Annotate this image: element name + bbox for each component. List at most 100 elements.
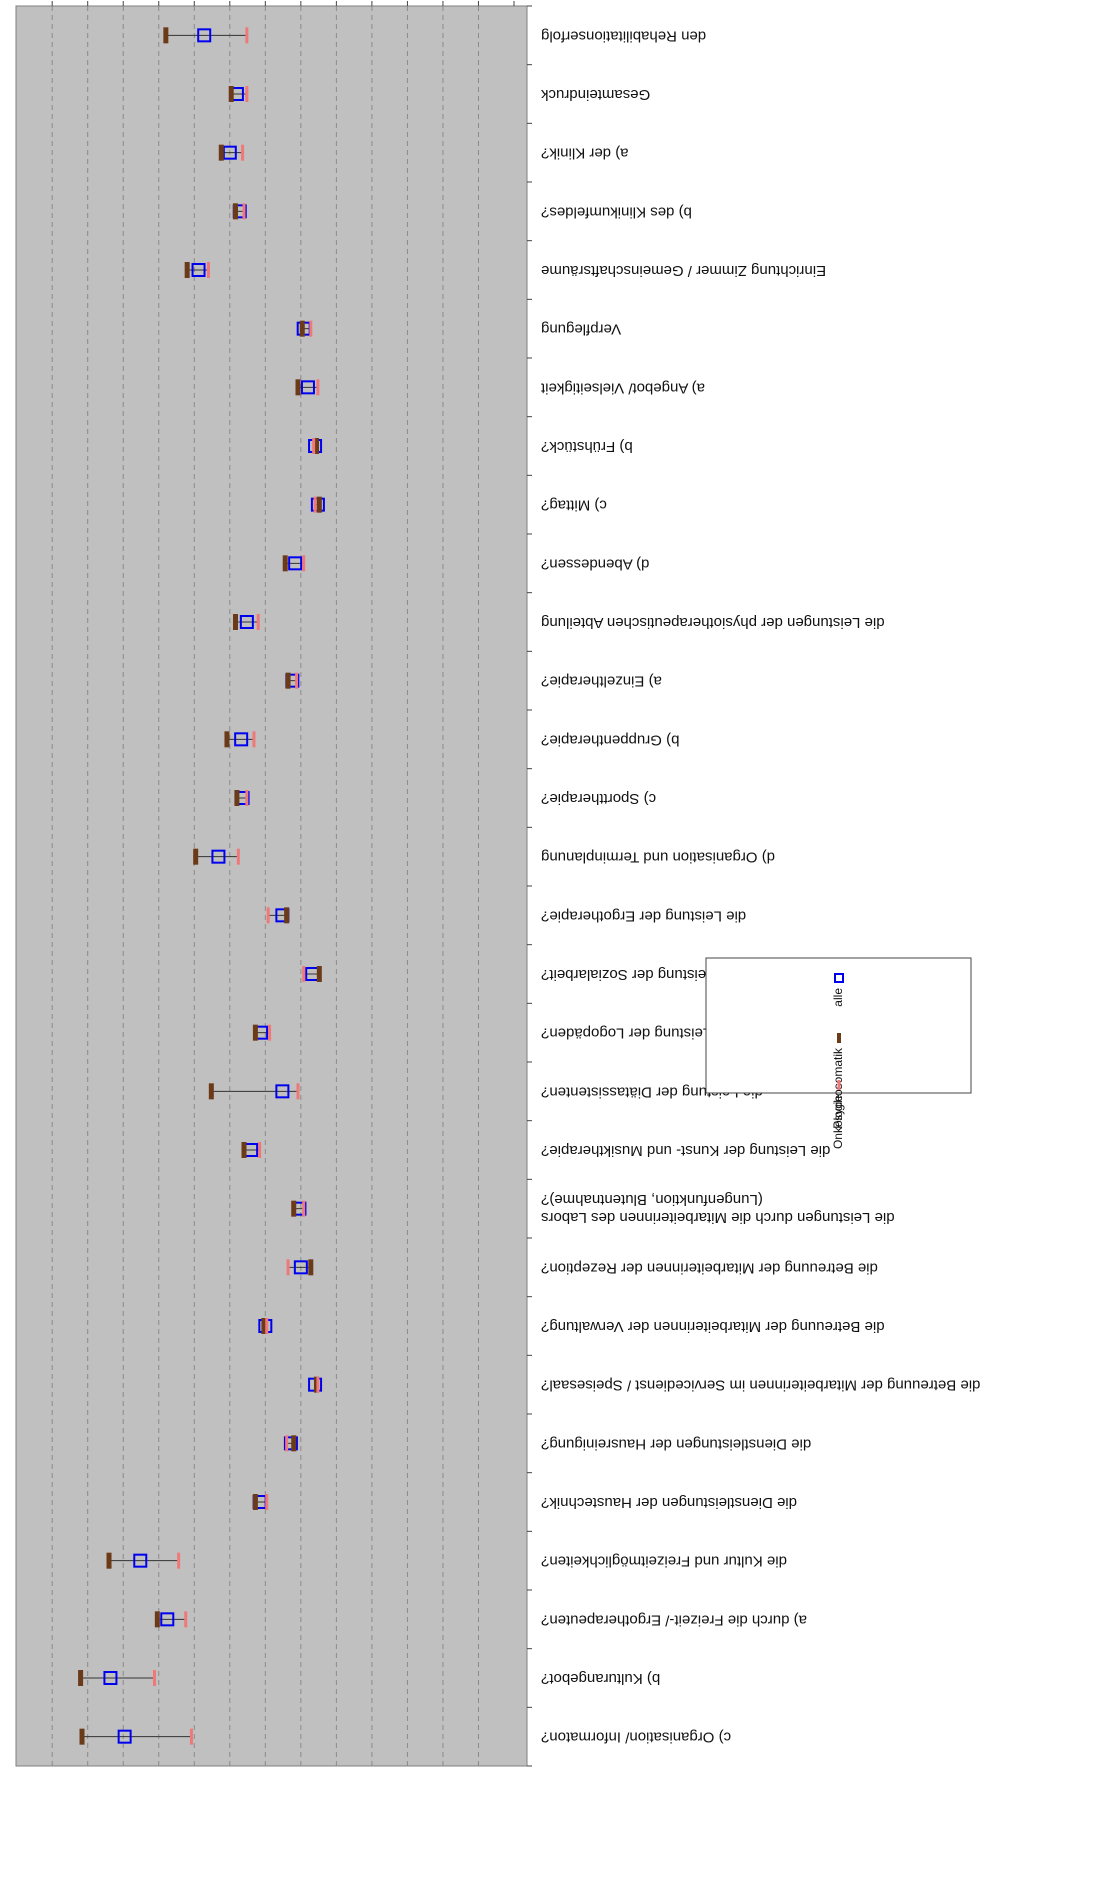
category-label: die Betreuung der Mitarbeiterinnen der R… — [541, 1259, 878, 1276]
category-label: den Rehabilitationserfolg — [541, 27, 706, 44]
point-alle — [283, 1436, 298, 1451]
point-psychosomatik — [308, 1259, 314, 1276]
legend: allePsychosomatikOnkologie — [705, 957, 972, 1149]
point-onkologie — [152, 1670, 156, 1686]
point-onkologie — [236, 848, 240, 865]
legend-marker — [837, 1033, 841, 1043]
point-alle — [160, 1612, 175, 1627]
point-psychosomatik — [252, 1024, 258, 1041]
point-alle — [288, 556, 303, 571]
category-label: die Betreuung der Mitarbeiterinnen der V… — [541, 1318, 885, 1335]
point-onkologie — [285, 1435, 289, 1452]
category-label: die Kultur und Freizeitmöglichkeiten? — [541, 1553, 787, 1570]
category-label: c) Organisation/ Informaton? — [541, 1729, 731, 1746]
point-psychosomatik — [252, 1494, 258, 1510]
category-axis-ticks — [527, 5, 532, 1767]
value-axis-ticks: 3,253,002,752,502,252,001,751,501,251,00… — [51, 1, 515, 6]
point-onkologie — [245, 86, 249, 102]
point-onkologie — [241, 144, 245, 161]
point-psychosomatik — [224, 731, 230, 748]
category-label: die Leistung der Kunst- und Musiktherapi… — [541, 1142, 830, 1159]
point-psychosomatik — [234, 790, 240, 806]
point-onkologie — [252, 731, 256, 748]
point-psychosomatik — [285, 672, 291, 689]
category-label: Einrichtung Zimmer / Gemeinschaftsräume — [541, 262, 826, 279]
point-alle — [211, 849, 226, 864]
category-labels: den Rehabilitationserfolg Gesamteindruck a… — [540, 27, 980, 1745]
category-label: d) Abendessen? — [541, 555, 649, 572]
category-label: b) Kulturangebot? — [541, 1670, 660, 1687]
point-psychosomatik — [106, 1552, 112, 1569]
point-onkologie — [265, 1318, 269, 1334]
category-label: b) Gruppentherapie? — [541, 731, 679, 748]
point-psychosomatik — [291, 1200, 297, 1217]
category-label: a) durch die Freizeit-/ Ergotherapeuten? — [541, 1611, 807, 1628]
point-alle — [197, 28, 212, 43]
point-alle — [103, 1671, 118, 1685]
point-onkologie — [316, 1376, 320, 1393]
point-onkologie — [313, 496, 317, 513]
category-label: die Leistungen durch die Mitarbeiterinne… — [541, 1191, 895, 1226]
point-psychosomatik — [291, 1435, 297, 1452]
point-alle — [300, 380, 315, 395]
point-psychosomatik — [284, 907, 290, 924]
category-label: c) Mittag? — [541, 497, 607, 514]
point-alle — [275, 1084, 290, 1099]
point-onkologie — [296, 1083, 300, 1100]
plot-area-background — [15, 5, 528, 1767]
category-label: die Betreuung der Mitarbeiterinnen im Se… — [541, 1377, 980, 1394]
point-onkologie — [245, 790, 249, 806]
category-label: Gesamteindruck — [541, 86, 651, 103]
point-psychosomatik — [316, 966, 322, 982]
category-label: die Leistung der Sozialarbeit? — [541, 966, 739, 983]
category-label: a) Angebot/ Vielseitigkeit — [540, 379, 705, 396]
point-onkologie — [295, 672, 299, 689]
category-label: die Leistung der Ergotherapie? — [541, 907, 746, 924]
point-psychosomatik — [299, 320, 305, 337]
point-onkologie — [256, 614, 260, 630]
point-psychosomatik — [184, 262, 190, 278]
point-onkologie — [268, 1024, 272, 1041]
point-psychosomatik — [208, 1083, 214, 1100]
point-onkologie — [265, 1494, 269, 1510]
legend-marker — [837, 1080, 841, 1090]
point-psychosomatik — [218, 144, 224, 161]
point-psychosomatik — [295, 379, 301, 396]
point-alle — [117, 1729, 132, 1744]
category-label: d) Organisation und Terminplanung — [541, 849, 775, 866]
point-onkologie — [316, 379, 320, 396]
point-psychosomatik — [228, 86, 234, 102]
point-onkologie — [177, 1552, 181, 1569]
category-label: die Dienstleistungen der Haustechnik? — [541, 1494, 797, 1511]
point-psychosomatik — [316, 496, 322, 513]
point-onkologie — [286, 1259, 290, 1276]
point-psychosomatik — [232, 203, 238, 220]
category-label: b) des Klinikumfeldes? — [541, 203, 692, 220]
legend-box — [705, 957, 972, 1094]
point-alle — [133, 1553, 148, 1568]
category-label: die Dienstleistungen der Hausreinigung? — [541, 1435, 811, 1452]
point-psychosomatik — [232, 614, 238, 630]
point-onkologie — [266, 907, 270, 924]
category-label: b) Frühstück? — [541, 438, 633, 455]
point-psychosomatik — [241, 1142, 247, 1158]
category-label: dieLeistung der Logopäden? — [541, 1025, 731, 1042]
category-label: a) Einzeltherapie? — [541, 673, 662, 690]
point-psychosomatik — [261, 1318, 267, 1334]
point-onkologie — [184, 1611, 188, 1628]
category-label: Verpflegung — [541, 321, 621, 338]
point-onkologie — [258, 1142, 262, 1158]
category-label: a) der Klinik? — [541, 145, 629, 162]
legend-label: Onkologie — [831, 1095, 845, 1149]
point-onkologie — [309, 320, 313, 337]
point-onkologie — [245, 27, 249, 44]
point-onkologie — [302, 555, 306, 572]
legend-label: alle — [831, 988, 845, 1007]
legend-marker-alle — [834, 973, 844, 983]
data-marks — [78, 27, 325, 1745]
point-psychosomatik — [313, 438, 319, 454]
point-onkologie — [302, 1200, 306, 1217]
point-psychosomatik — [78, 1670, 84, 1686]
point-alle — [234, 732, 249, 747]
